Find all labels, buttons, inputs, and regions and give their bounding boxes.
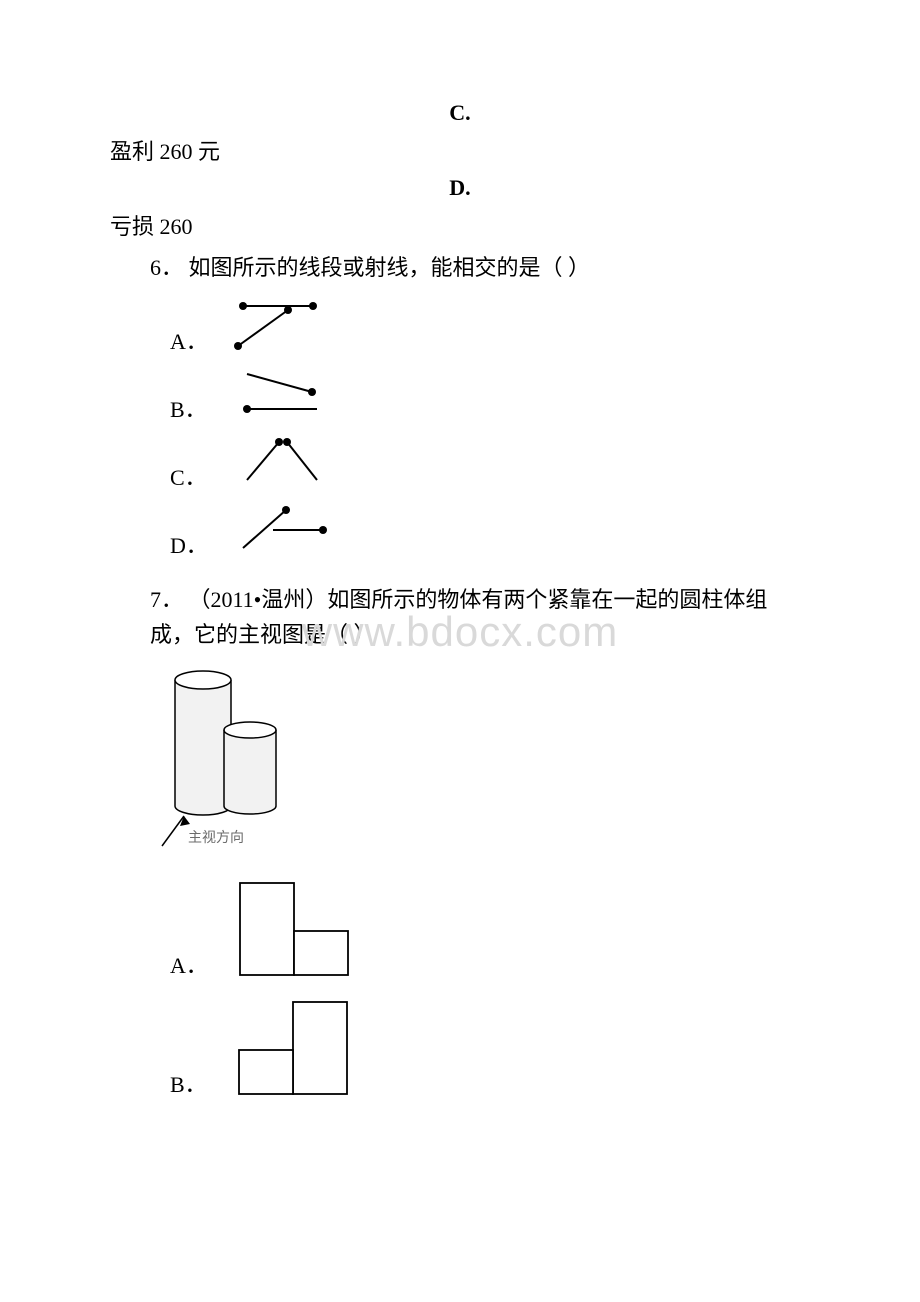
q7-option-b-label: B． xyxy=(170,1067,207,1099)
svg-text:主视方向: 主视方向 xyxy=(188,830,244,846)
q7-cylinder-figure: 主视方向 xyxy=(150,666,810,861)
q6-option-d: D． xyxy=(170,500,810,560)
q6-figure-a xyxy=(218,296,328,356)
q6-figure-b xyxy=(217,364,327,424)
q7-option-a-label: A． xyxy=(170,948,208,980)
q6-option-a: A． xyxy=(170,296,810,356)
q6-option-c: C． xyxy=(170,432,810,492)
q7-figure-a xyxy=(218,875,368,980)
q6-option-b-label: B． xyxy=(170,392,207,424)
q6-option-d-label: D． xyxy=(170,528,208,560)
q6-option-b: B． xyxy=(170,364,810,424)
q5-option-d-letter: D. xyxy=(110,175,810,201)
q5-option-c-text: 盈利 260 元 xyxy=(110,134,810,169)
q7-option-b: B． xyxy=(170,994,810,1099)
q5-option-c-letter: C. xyxy=(110,100,810,126)
q6-figure-c xyxy=(217,432,327,492)
q7-option-a: A． xyxy=(170,875,810,980)
q5-option-d-text: 亏损 260 xyxy=(110,209,810,244)
q6-figure-d xyxy=(218,500,328,560)
q6-option-a-label: A． xyxy=(170,324,208,356)
q7-figure-b xyxy=(217,994,367,1099)
q6-stem: 6． 如图所示的线段或射线，能相交的是（ ） xyxy=(150,250,810,285)
q6-option-c-label: C． xyxy=(170,460,207,492)
q7-stem: 7． （2011•温州）如图所示的物体有两个紧靠在一起的圆柱体组成，它的主视图是… xyxy=(150,582,810,652)
